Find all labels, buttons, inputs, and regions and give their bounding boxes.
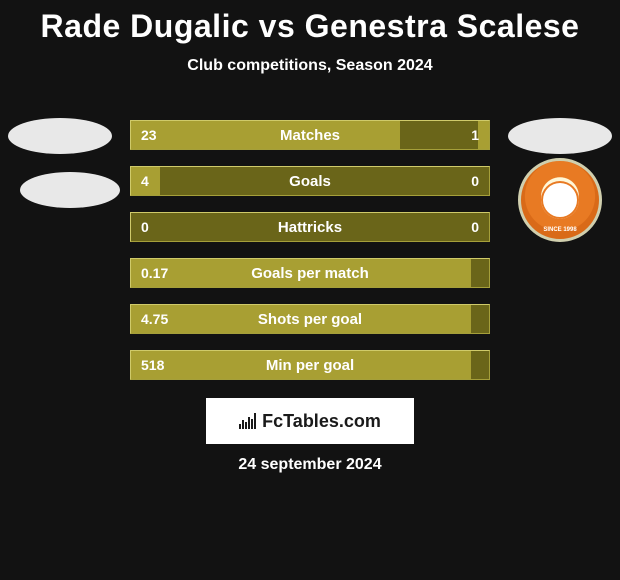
stat-row: 0.17Goals per match — [130, 258, 490, 288]
player1-avatar-placeholder — [8, 118, 112, 154]
badge-ball-icon — [541, 181, 579, 219]
stat-row: 00Hattricks — [130, 212, 490, 242]
player2-avatar-placeholder — [508, 118, 612, 154]
stat-label: Shots per goal — [131, 311, 489, 328]
bar-icon-segment — [251, 419, 253, 429]
bar-icon-segment — [239, 424, 241, 429]
date-label: 24 september 2024 — [0, 456, 620, 474]
stat-label: Min per goal — [131, 357, 489, 374]
bars-icon — [239, 413, 256, 429]
page-title: Rade Dugalic vs Genestra Scalese — [0, 0, 620, 45]
footer-logo: FcTables.com — [206, 398, 414, 444]
stat-row: 518Min per goal — [130, 350, 490, 380]
stat-label: Matches — [131, 127, 489, 144]
player2-club-badge: SINCE 1998 — [518, 158, 602, 242]
stat-row: 4.75Shots per goal — [130, 304, 490, 334]
stat-label: Goals per match — [131, 265, 489, 282]
stats-container: 231Matches 40Goals 00Hattricks 0.17Goals pe… — [130, 120, 490, 396]
subtitle: Club competitions, Season 2024 — [0, 57, 620, 75]
player1-club-placeholder — [20, 172, 120, 208]
bar-icon-segment — [242, 420, 244, 429]
stat-row: 40Goals — [130, 166, 490, 196]
badge-since-label: SINCE 1998 — [521, 227, 599, 233]
stat-label: Goals — [131, 173, 489, 190]
footer-brand-text: FcTables.com — [262, 411, 381, 432]
stat-row: 231Matches — [130, 120, 490, 150]
stat-label: Hattricks — [131, 219, 489, 236]
bar-icon-segment — [254, 413, 256, 429]
bar-icon-segment — [245, 422, 247, 429]
bar-icon-segment — [248, 417, 250, 429]
